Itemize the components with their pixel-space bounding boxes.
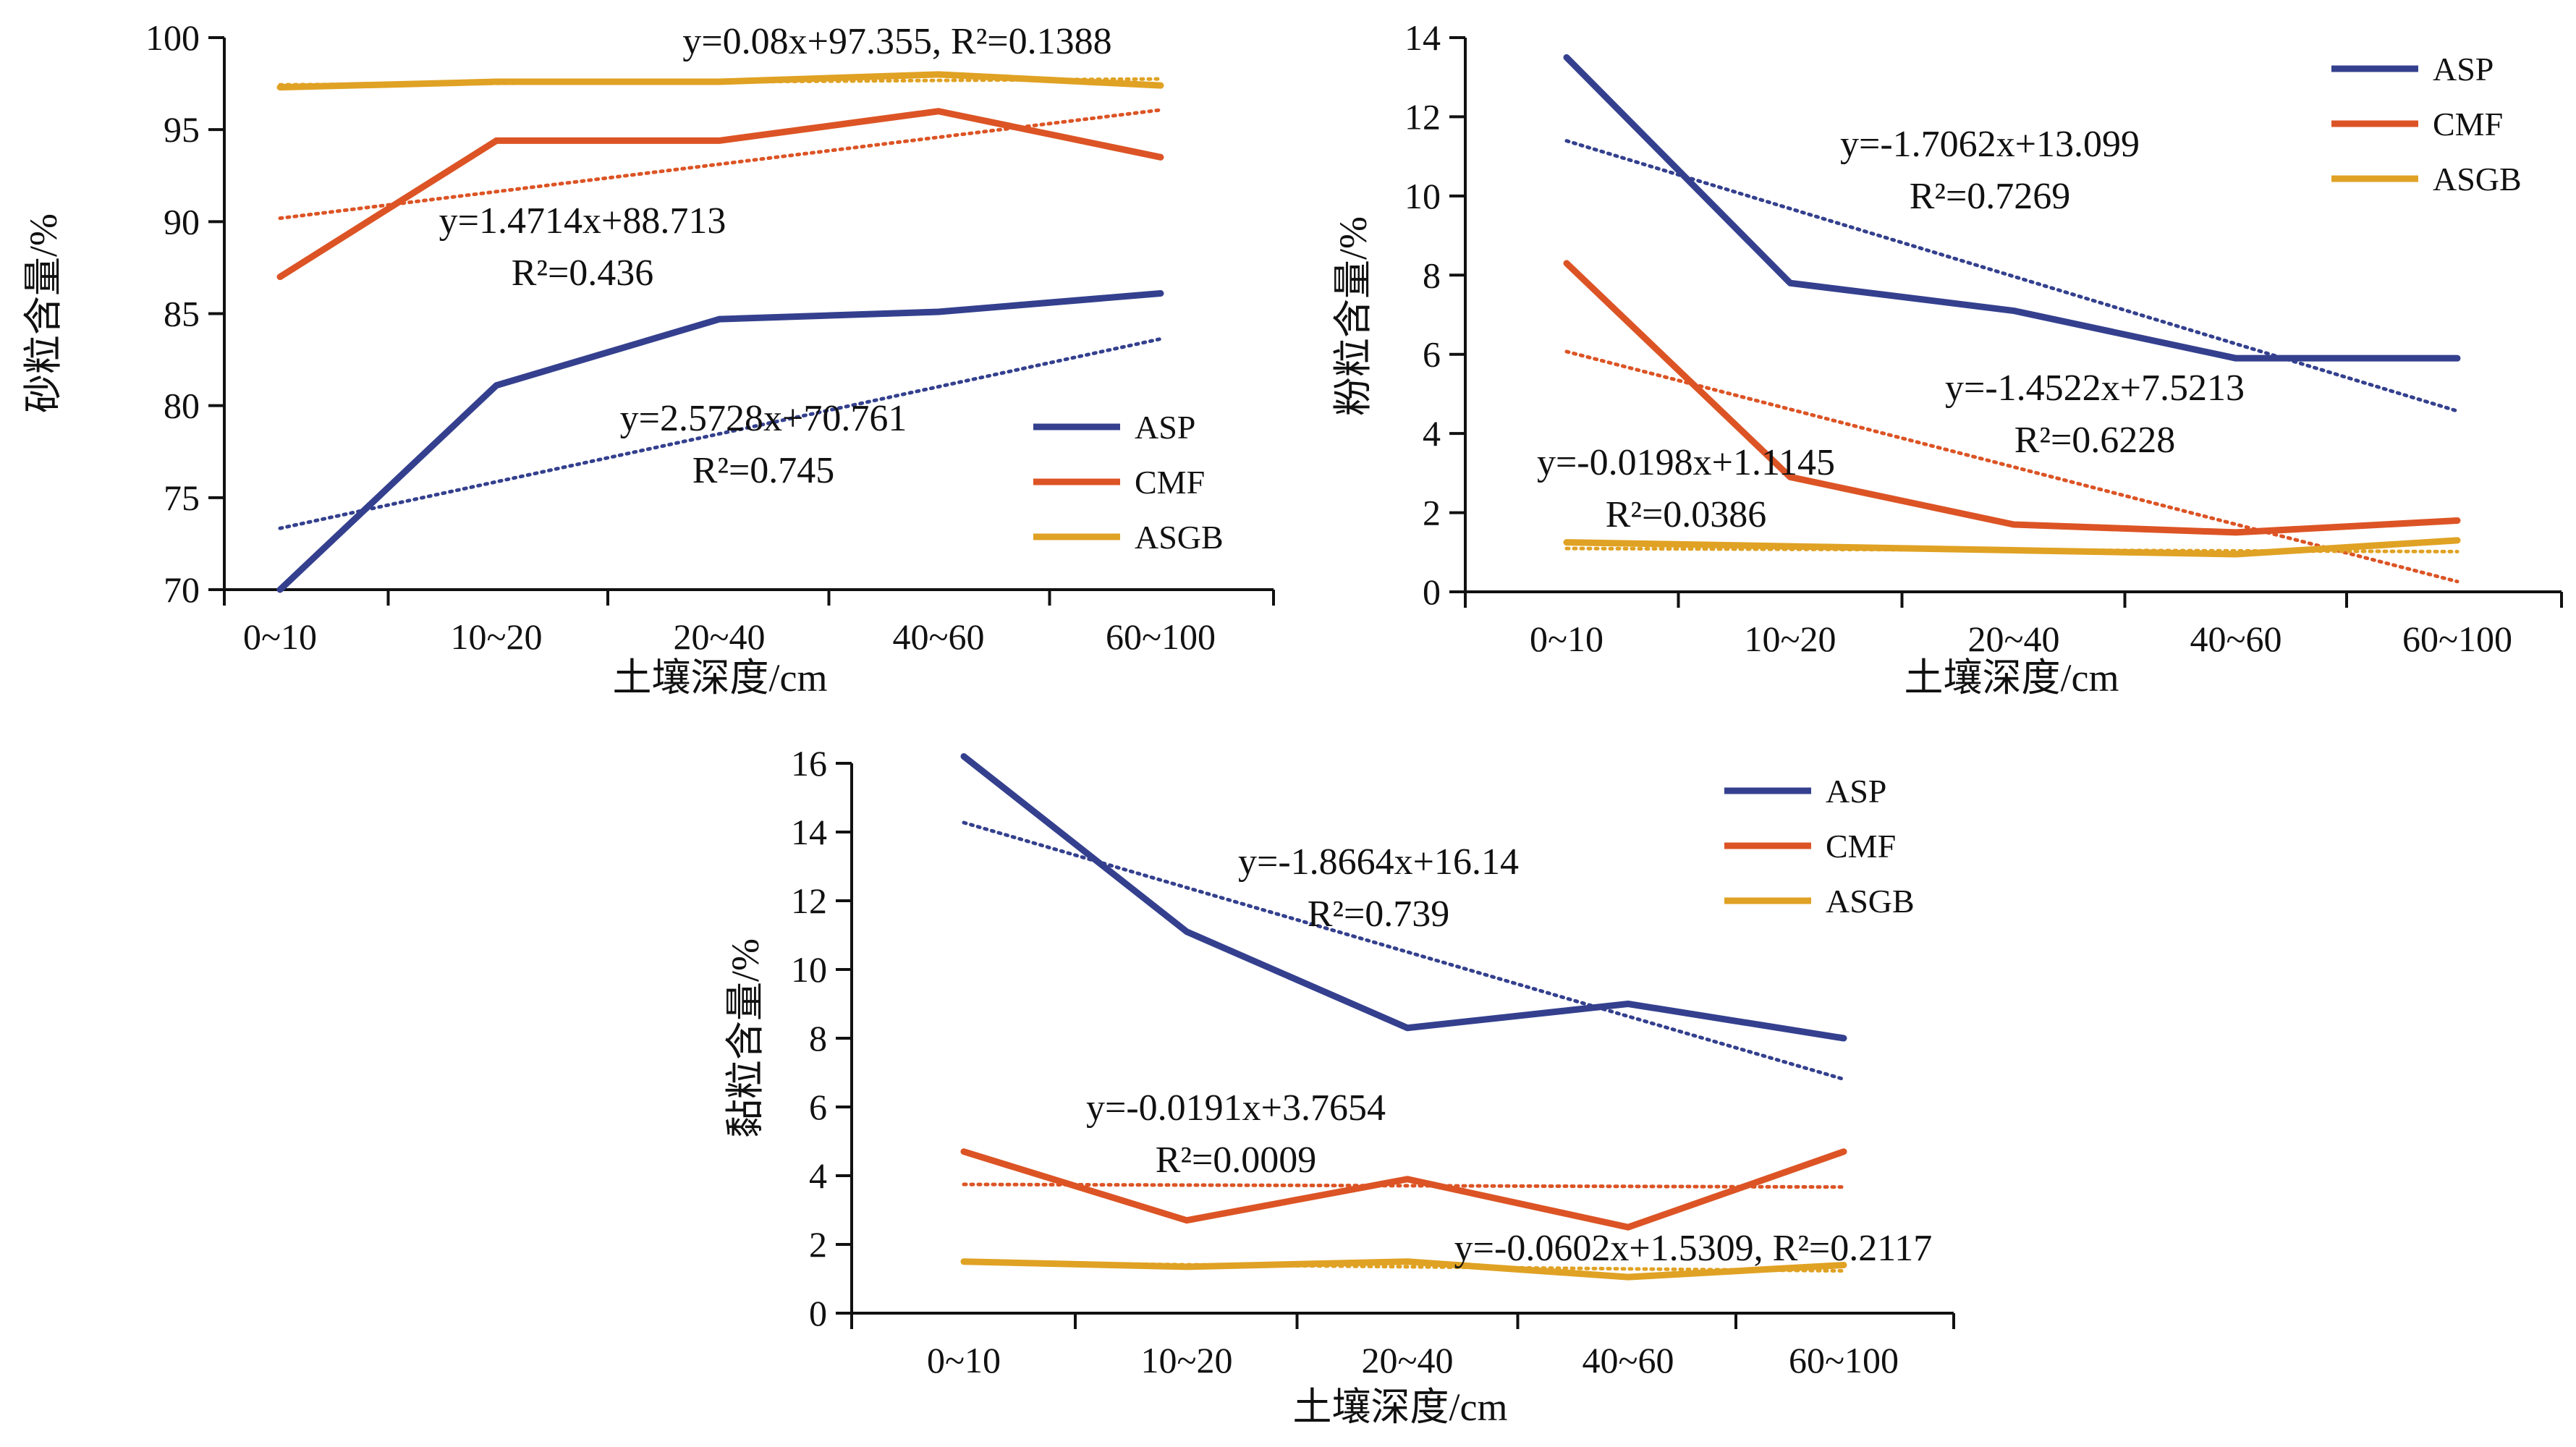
legend: ASP CMF ASGB (1724, 773, 1915, 920)
regression-annotation-asp: R²=0.7269 (1910, 176, 2071, 217)
x-tick-label: 10~20 (1140, 1340, 1232, 1380)
regression-annotation-asp: y=-1.7062x+13.099 (1840, 124, 2140, 165)
y-tick-label: 8 (1423, 255, 1441, 295)
regression-annotation-asgb: y=0.08x+97.355, R²=0.1388 (682, 21, 1111, 62)
legend-label-asp: ASP (2433, 51, 2494, 88)
x-tick-label: 20~40 (673, 616, 765, 657)
legend-label-asgb: ASGB (1135, 519, 1224, 556)
x-tick-label: 20~40 (1361, 1340, 1453, 1380)
y-tick-label: 14 (1404, 17, 1441, 58)
y-tick-label: 100 (145, 17, 200, 58)
regression-annotation-asgb: R²=0.0386 (1606, 494, 1767, 535)
x-axis-title: 土壤深度/cm (613, 656, 828, 700)
y-axis-title: 粉粒含量/% (1331, 216, 1375, 416)
y-tick-label: 10 (1404, 176, 1441, 216)
y-tick-label: 4 (1423, 413, 1441, 454)
regression-annotation-asgb: y=-0.0198x+1.1145 (1537, 442, 1835, 483)
legend-label-cmf: CMF (1826, 828, 1896, 865)
y-tick-label: 12 (1404, 96, 1441, 137)
legend-label-cmf: CMF (2433, 106, 2503, 143)
legend-label-asp: ASP (1826, 773, 1886, 810)
legend-label-asgb: ASGB (2433, 161, 2522, 198)
x-tick-label: 0~10 (1530, 619, 1603, 659)
x-tick-label: 60~100 (1106, 616, 1216, 657)
regression-annotation-asp: R²=0.745 (692, 450, 835, 491)
y-tick-label: 4 (809, 1155, 827, 1196)
y-tick-label: 90 (164, 201, 200, 242)
y-tick-label: 14 (791, 812, 827, 852)
x-tick-label: 0~10 (243, 616, 317, 657)
x-tick-label: 10~20 (450, 616, 542, 657)
y-tick-label: 6 (809, 1087, 827, 1127)
x-axis-title: 土壤深度/cm (1905, 656, 2119, 700)
series-line-asgb (276, 71, 1164, 91)
trendline-asp (278, 336, 1163, 530)
regression-annotation-cmf: y=1.4714x+88.713 (439, 200, 726, 242)
legend: ASP CMF ASGB (1033, 409, 1224, 556)
trendline-asgb (1564, 546, 2460, 553)
trendline-asp (962, 820, 1846, 1082)
y-tick-label: 6 (1423, 334, 1441, 375)
y-tick-label: 80 (164, 386, 200, 426)
x-tick-label: 20~40 (1967, 619, 2059, 659)
regression-annotation-asp: y=2.5728x+70.761 (620, 398, 907, 439)
trendline-cmf (962, 1182, 1846, 1189)
x-tick-label: 10~20 (1744, 619, 1836, 659)
y-tick-label: 70 (164, 569, 200, 610)
y-tick-label: 10 (791, 949, 827, 990)
series-line-asgb (1563, 537, 2461, 558)
regression-annotation-asgb: y=-0.0602x+1.5309, R²=0.2117 (1454, 1228, 1933, 1269)
legend-label-cmf: CMF (1135, 464, 1205, 501)
y-tick-label: 16 (791, 743, 827, 784)
x-tick-label: 60~100 (1789, 1340, 1899, 1380)
x-tick-label: 40~60 (1582, 1340, 1674, 1380)
x-tick-label: 40~60 (2190, 619, 2281, 659)
y-tick-label: 95 (164, 109, 200, 150)
legend-label-asp: ASP (1135, 409, 1195, 446)
trendline-cmf (1564, 349, 2460, 584)
y-tick-label: 75 (164, 478, 200, 518)
series-line-asp (276, 290, 1164, 593)
x-axis-title: 土壤深度/cm (1293, 1386, 1508, 1429)
chart-silt: 0 2 4 6 8 10 12 14 0~10 10~20 20~40 40~60 60~100 土壤深度… (1331, 17, 2563, 700)
x-tick-label: 40~60 (892, 616, 984, 657)
regression-annotation-cmf: R²=0.436 (512, 253, 654, 294)
legend: ASP CMF ASGB (2331, 51, 2522, 198)
x-tick-label: 0~10 (927, 1340, 1001, 1380)
series-line-cmf (276, 108, 1164, 281)
y-tick-label: 2 (809, 1224, 827, 1265)
regression-annotation-asp: y=-1.8664x+16.14 (1238, 841, 1519, 883)
chart-sand: 70 75 80 85 90 95 100 0~10 10~20 20~40 40~60 60~100… (22, 17, 1275, 700)
y-tick-label: 8 (809, 1018, 827, 1058)
regression-annotation-asp: R²=0.739 (1308, 894, 1450, 935)
regression-annotation-cmf: y=-0.0191x+3.7654 (1086, 1087, 1386, 1129)
trendline-asp (1564, 139, 2460, 413)
y-tick-label: 0 (809, 1293, 827, 1333)
y-tick-label: 0 (1423, 572, 1441, 612)
chart-clay: 0 2 4 6 8 10 12 14 16 0~10 10~20 20~40 40~60 60~100 土壤… (724, 743, 1955, 1429)
regression-annotation-cmf: y=-1.4522x+7.5213 (1945, 368, 2245, 409)
y-axis-title: 砂粒含量/% (22, 213, 65, 413)
y-axis-title: 黏粒含量/% (724, 938, 767, 1138)
regression-annotation-cmf: R²=0.6228 (2014, 420, 2176, 461)
regression-annotation-cmf: R²=0.0009 (1156, 1140, 1317, 1181)
x-tick-label: 60~100 (2402, 619, 2512, 659)
y-tick-label: 85 (164, 294, 200, 334)
y-tick-label: 2 (1423, 493, 1441, 533)
y-tick-label: 12 (791, 880, 827, 921)
series-line-cmf (960, 1148, 1847, 1231)
legend-label-asgb: ASGB (1826, 883, 1915, 920)
